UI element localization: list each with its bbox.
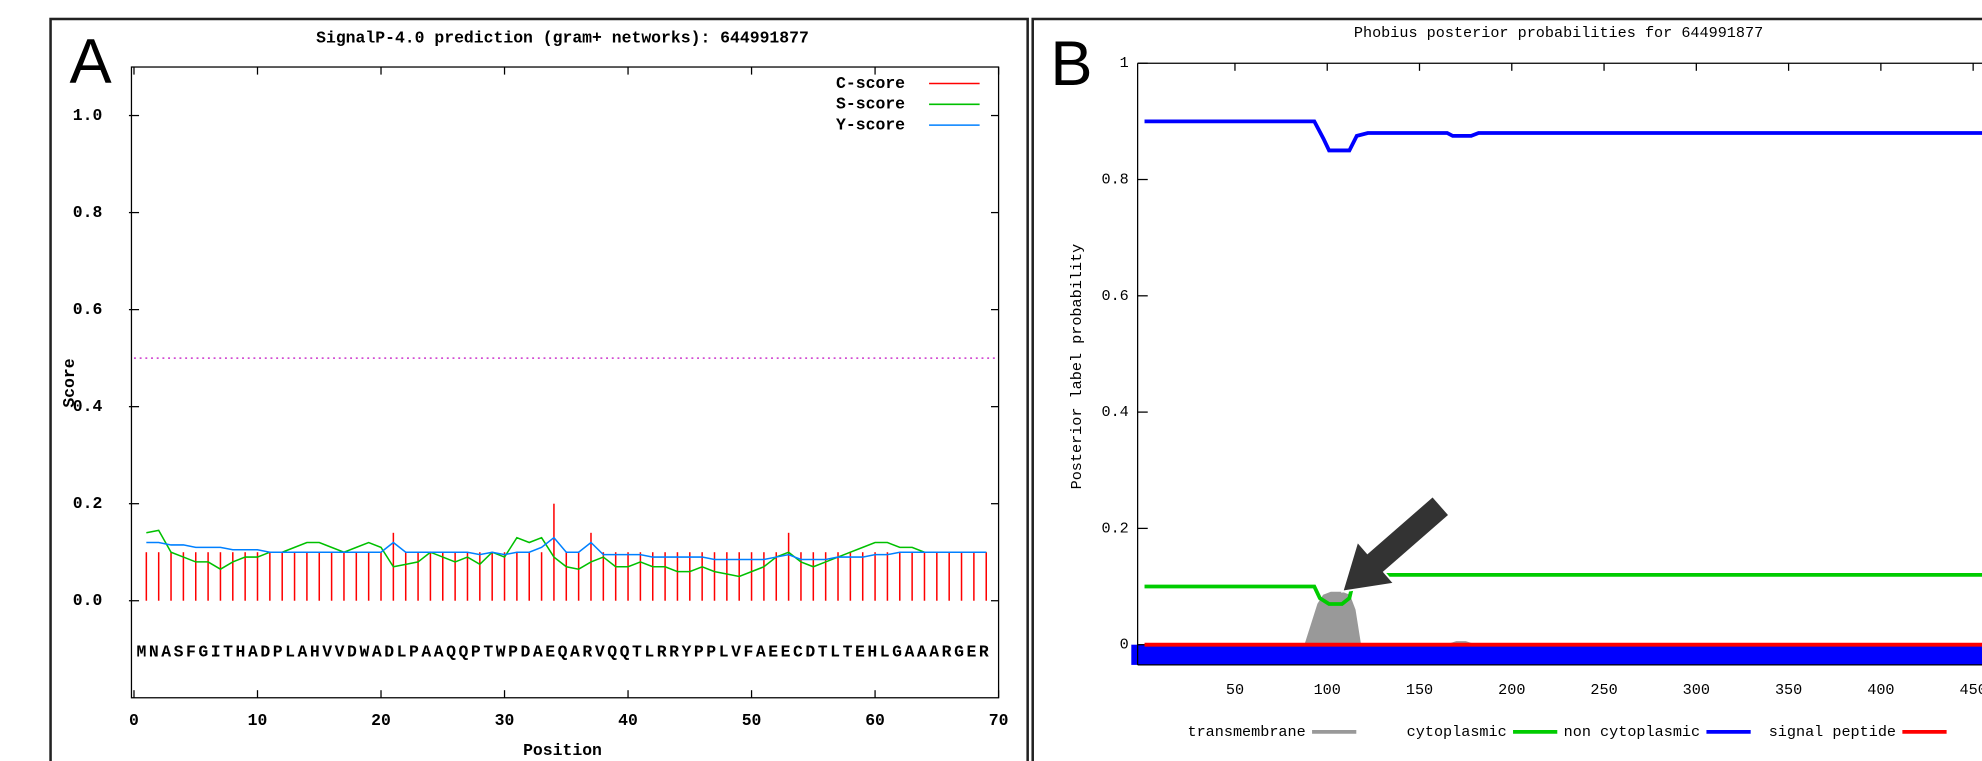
chart-title: Phobius posterior probabilities for 6449…	[1354, 24, 1763, 42]
plot-frame	[130, 66, 1000, 699]
topology-band	[1131, 644, 1982, 665]
y-tick-label: 0.8	[73, 203, 103, 222]
line	[146, 536, 987, 561]
x-tick-label: 400	[1867, 681, 1894, 699]
chart-title: SignalP-4.0 prediction (gram+ networks):…	[316, 28, 809, 47]
y-tick-label: 0.6	[73, 300, 103, 319]
arrow	[1341, 494, 1451, 593]
x-tick-label: 50	[742, 711, 762, 730]
y-tick-label: 1	[1120, 54, 1129, 72]
chart-a: SignalP-4.0 prediction (gram+ networks):…	[60, 28, 1009, 760]
legend-label: signal peptide	[1769, 723, 1896, 741]
x-tick-label: 250	[1590, 681, 1617, 699]
y-axis-label: Posterior label probability	[1068, 244, 1086, 490]
y-tick-label: 1.0	[73, 106, 103, 125]
y-tick-label: 0.8	[1101, 171, 1128, 189]
line	[1144, 119, 1982, 153]
legend-label: Y-score	[836, 116, 905, 135]
chart-b: Phobius posterior probabilities for 6449…	[1068, 24, 1982, 741]
x-tick-label: 30	[495, 711, 515, 730]
y-tick-label: 0.0	[73, 591, 103, 610]
x-axis-label: Position	[523, 741, 602, 760]
x-tick-label: 100	[1314, 681, 1341, 699]
x-tick-label: 10	[248, 711, 268, 730]
legend-label: S-score	[836, 95, 905, 114]
legend-label: non cytoplasmic	[1564, 723, 1700, 741]
y-tick-label: 0.4	[1101, 403, 1128, 421]
x-tick-label: 450	[1960, 681, 1982, 699]
panel-label: A	[70, 26, 113, 96]
x-tick-label: 70	[989, 711, 1009, 730]
y-tick-label: 0	[1120, 636, 1129, 654]
line	[1144, 573, 1982, 606]
x-tick-label: 300	[1683, 681, 1710, 699]
legend-label: C-score	[836, 74, 905, 93]
x-tick-label: 150	[1406, 681, 1433, 699]
legend-label: cytoplasmic	[1407, 723, 1507, 741]
y-tick-label: 0.2	[73, 494, 103, 513]
panel-frame	[1031, 17, 1982, 761]
y-axis-label: Score	[60, 358, 79, 407]
x-tick-label: 0	[129, 711, 139, 730]
y-tick-label: 0.4	[73, 397, 103, 416]
x-tick-label: 200	[1498, 681, 1525, 699]
x-tick-label: 20	[371, 711, 391, 730]
x-tick-label: 40	[618, 711, 638, 730]
x-tick-label: 60	[865, 711, 885, 730]
panel-frame	[49, 17, 1029, 761]
y-tick-label: 0.2	[1101, 519, 1128, 537]
area	[1144, 591, 1982, 646]
x-tick-label: 350	[1775, 681, 1802, 699]
sequence: MNASFGITHADPLAHVVDWADLPAAQQPTWPDAEQARVQQ…	[136, 643, 988, 662]
panel-label: B	[1050, 29, 1092, 99]
x-tick-label: 50	[1226, 681, 1244, 699]
legend-label: transmembrane	[1187, 723, 1305, 741]
y-tick-label: 0.6	[1101, 287, 1128, 305]
line	[146, 529, 987, 578]
